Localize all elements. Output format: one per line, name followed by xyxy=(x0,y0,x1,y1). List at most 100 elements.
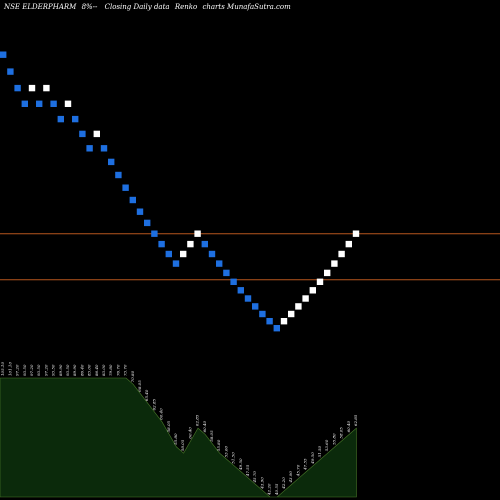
brick-price-label: 97.20 xyxy=(15,364,20,376)
brick-price-label: 45.70 xyxy=(295,464,300,477)
renko-brick-up xyxy=(331,260,338,267)
renko-brick-up xyxy=(93,130,100,138)
brick-price-label: 49.50 xyxy=(238,458,243,471)
brick-price-label: 86.40 xyxy=(79,364,84,376)
brick-price-label: 55.80 xyxy=(173,433,178,445)
brick-price-label: 76.70 xyxy=(115,364,120,376)
renko-brick-down xyxy=(237,287,244,294)
header-description: Closing Daily data xyxy=(105,3,170,11)
renko-brick-down xyxy=(266,318,273,325)
renko-brick-down xyxy=(151,230,158,237)
renko-brick-down xyxy=(129,196,136,204)
renko-brick-down xyxy=(223,269,230,277)
renko-brick-up xyxy=(194,230,201,237)
brick-price-label: 55.80 xyxy=(331,433,336,445)
renko-brick-down xyxy=(122,184,129,191)
brick-price-label: 55.80 xyxy=(216,439,221,451)
chart-header: NSE ELDERPHARM 8%-- Closing Daily data R… xyxy=(3,3,291,11)
price-label-layer: 105.10 101.10 97.20 93.50 97.20 93.50 97.20 93.… xyxy=(0,362,358,496)
brick-price-label: 51.50 xyxy=(231,452,236,464)
brick-price-label: 93.50 xyxy=(36,364,41,376)
renko-brick-up xyxy=(316,278,324,285)
renko-brick-up xyxy=(309,287,316,294)
brick-price-label: 83.00 xyxy=(101,364,106,376)
brick-price-label: 42.20 xyxy=(281,477,286,490)
renko-brick-up xyxy=(345,240,352,248)
header-suffix: charts MunafaSutra.com xyxy=(202,3,291,11)
renko-brick-down xyxy=(208,250,216,258)
renko-brick-down xyxy=(252,303,259,310)
renko-brick-down xyxy=(259,310,266,318)
renko-brick-down xyxy=(86,145,93,152)
brick-price-label: 83.00 xyxy=(87,364,92,376)
brick-price-label: 58.05 xyxy=(180,439,185,451)
renko-brick-down xyxy=(108,158,115,166)
brick-price-label: 53.60 xyxy=(324,439,329,451)
renko-brick-down xyxy=(50,100,57,107)
brick-price-label: 62.85 xyxy=(353,414,358,426)
renko-brick-down xyxy=(100,145,108,152)
volume-area-layer xyxy=(0,377,357,498)
renko-brick-up xyxy=(28,84,36,92)
renko-brick-down xyxy=(216,260,223,267)
brick-price-label: 47.55 xyxy=(245,464,250,477)
renko-brick-down xyxy=(21,100,28,107)
brick-price-label: 60.40 xyxy=(159,408,164,420)
renko-brick-up xyxy=(288,310,295,318)
brick-price-label: 68.05 xyxy=(137,380,142,392)
renko-brick-down xyxy=(72,115,79,123)
brick-price-label: 58.05 xyxy=(209,430,214,442)
renko-brick-up xyxy=(64,100,72,107)
renko-brick-up xyxy=(352,230,360,237)
renko-brick-down xyxy=(244,295,252,302)
brick-price-label: 60.40 xyxy=(346,420,351,432)
brick-price-label: 47.55 xyxy=(303,458,308,471)
brick-price-label: 49.50 xyxy=(310,452,315,465)
volume-area xyxy=(0,377,357,498)
header-change: 8%-- xyxy=(82,3,98,11)
renko-brick-down xyxy=(7,68,14,75)
renko-brick-down xyxy=(172,260,180,267)
brick-price-label: 97.20 xyxy=(29,364,34,376)
brick-price-label: 53.60 xyxy=(223,445,228,457)
renko-brick-up xyxy=(295,303,302,310)
renko-brick-up xyxy=(324,269,331,277)
renko-brick-down xyxy=(36,100,43,107)
brick-layer xyxy=(0,51,360,332)
renko-brick-down xyxy=(230,278,237,285)
renko-brick-up xyxy=(280,318,288,325)
brick-price-label: 70.80 xyxy=(130,370,135,382)
renko-brick-up xyxy=(43,84,50,92)
renko-brick-up xyxy=(338,250,345,258)
brick-price-label: 86.40 xyxy=(94,364,99,376)
brick-price-label: 58.05 xyxy=(339,427,344,439)
renko-brick-up xyxy=(180,250,187,258)
renko-brick-down xyxy=(0,51,7,58)
renko-brick-up xyxy=(302,295,309,302)
renko-brick-down xyxy=(136,208,144,215)
brick-price-label: 42.20 xyxy=(267,483,272,496)
renko-brick-down xyxy=(201,240,208,248)
brick-price-label: 97.20 xyxy=(43,364,48,376)
brick-price-label: 105.10 xyxy=(0,362,5,376)
brick-price-label: 93.50 xyxy=(65,364,70,376)
header-chart-kind: Renko xyxy=(174,3,197,11)
renko-brick-down xyxy=(14,84,21,92)
brick-price-label: 93.50 xyxy=(22,364,27,376)
brick-price-label: 43.90 xyxy=(288,471,293,484)
brick-price-label: 45.70 xyxy=(252,471,257,484)
brick-price-label: 65.40 xyxy=(144,389,149,401)
brick-price-label: 73.70 xyxy=(123,364,128,376)
brick-price-label: 60.40 xyxy=(202,420,207,432)
renko-brick-down xyxy=(115,171,122,179)
brick-price-label: 43.90 xyxy=(259,477,264,490)
brick-price-label: 58.05 xyxy=(166,420,171,432)
renko-brick-down xyxy=(165,250,172,258)
brick-price-label: 79.80 xyxy=(108,364,113,376)
brick-price-label: 93.50 xyxy=(51,364,56,376)
brick-price-label: 89.90 xyxy=(58,364,63,376)
brick-price-label: 40.55 xyxy=(274,483,279,496)
brick-price-label: 60.40 xyxy=(187,427,192,439)
brick-price-label: 89.90 xyxy=(72,364,77,376)
